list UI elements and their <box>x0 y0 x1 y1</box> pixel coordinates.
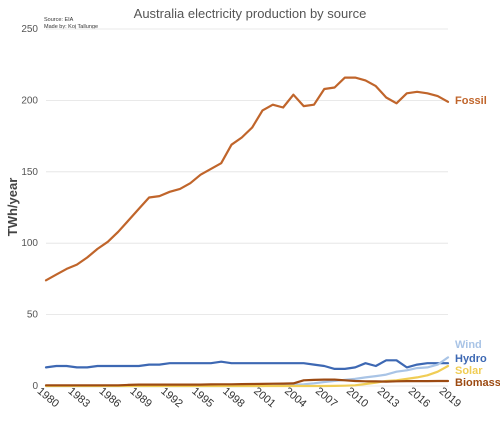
source-note: Source: EIA <box>44 17 74 23</box>
series-label-biomass: Biomass <box>455 377 500 389</box>
x-tick-label: 1986 <box>97 385 123 410</box>
x-tick-label: 1983 <box>66 385 92 410</box>
y-tick-label: 100 <box>21 238 38 249</box>
x-tick-label: 2016 <box>406 385 432 410</box>
y-tick-label: 0 <box>32 381 38 392</box>
series-line-hydro <box>44 359 450 370</box>
x-tick-label: 1995 <box>189 385 215 410</box>
x-tick-label: 2010 <box>344 385 370 410</box>
x-tick-label: 1980 <box>35 385 61 410</box>
x-tick-label: 2004 <box>282 385 308 410</box>
y-axis-label: TWh/year <box>5 178 20 237</box>
series-line-fossil <box>44 76 450 282</box>
y-tick-label: 200 <box>21 95 38 106</box>
series-line-biomass <box>44 378 450 387</box>
y-tick-label: 50 <box>27 310 39 321</box>
x-tick-label: 2007 <box>313 385 339 410</box>
y-axis-ticks: 0 50 100 150 200 250 <box>21 24 38 392</box>
author-note: Made by: Koj Tallunge <box>44 24 98 30</box>
x-tick-label: 1998 <box>220 385 246 410</box>
series-label-solar: Solar <box>455 365 483 377</box>
x-tick-label: 2013 <box>375 385 401 410</box>
series-lines <box>44 76 450 388</box>
y-tick-label: 250 <box>21 24 38 35</box>
series-label-hydro: Hydro <box>455 353 487 365</box>
series-label-fossil: Fossil <box>455 95 487 107</box>
x-tick-label: 1992 <box>158 385 184 410</box>
chart-title: Australia electricity production by sour… <box>134 6 367 21</box>
x-tick-label: 1989 <box>127 385 153 410</box>
x-axis-ticks: 1980 1983 1986 1989 1992 1995 1998 2001 2004 2007… <box>35 385 463 410</box>
series-label-wind: Wind <box>455 339 482 351</box>
gridlines <box>46 28 448 387</box>
x-tick-label: 2001 <box>251 385 277 410</box>
y-tick-label: 150 <box>21 167 38 178</box>
